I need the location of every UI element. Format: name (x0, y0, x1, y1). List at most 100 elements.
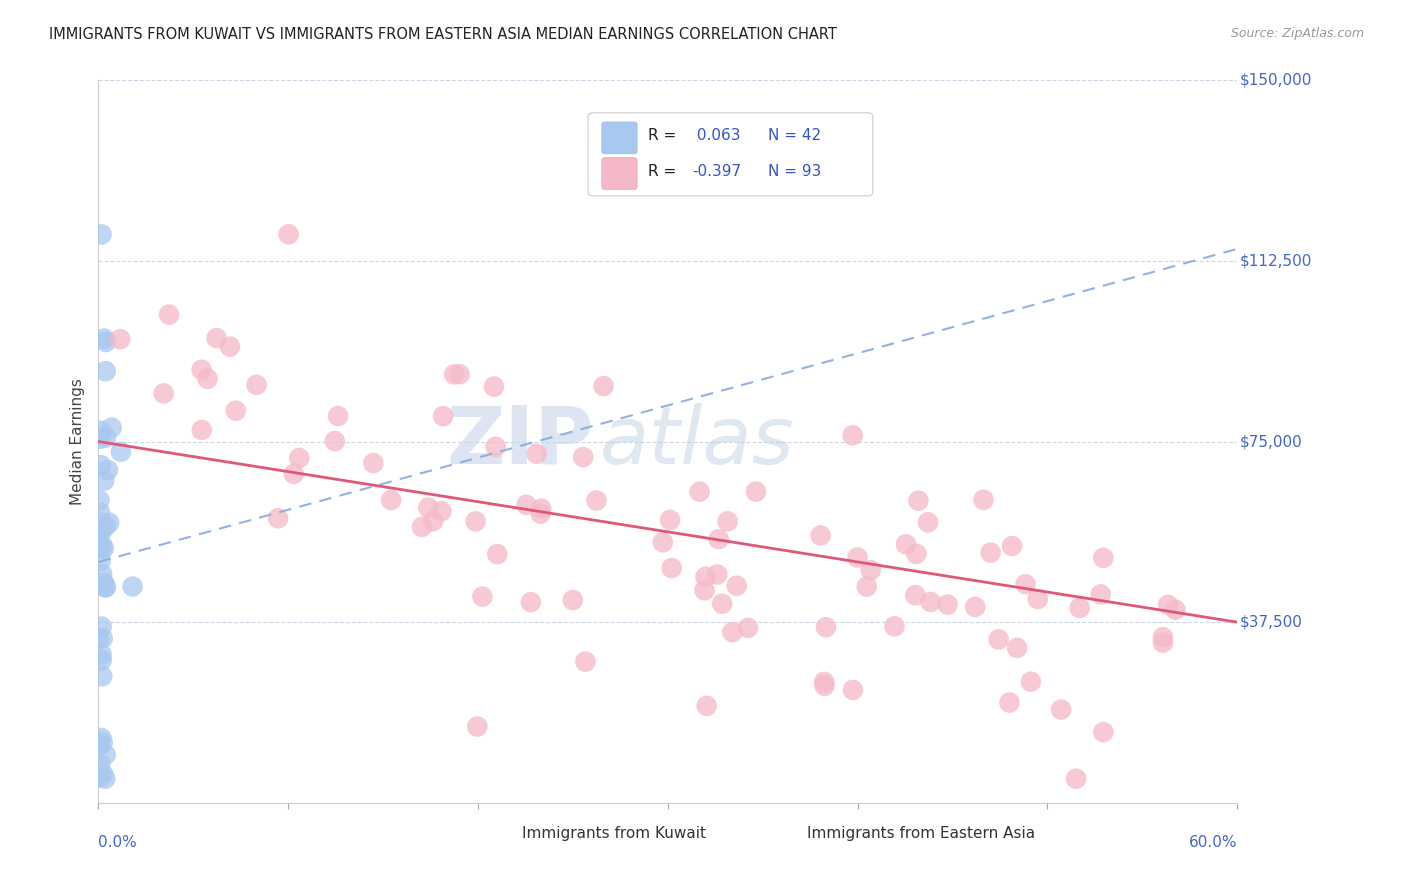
Point (191, 423, 214, 437)
Point (90, 653, 112, 667)
Point (1092, 725, 1115, 739)
Point (585, 493, 607, 508)
FancyBboxPatch shape (602, 158, 637, 189)
Point (467, 719, 489, 733)
Point (94, 580, 117, 594)
Text: N = 93: N = 93 (768, 164, 821, 179)
Point (1014, 577, 1036, 591)
Point (89, 770, 111, 784)
Point (810, 528, 832, 542)
Point (526, 447, 548, 461)
Text: Immigrants from Eastern Asia: Immigrants from Eastern Asia (807, 826, 1035, 841)
Point (1019, 674, 1042, 689)
Point (110, 332, 132, 346)
Text: 0.063: 0.063 (692, 128, 741, 144)
Point (572, 450, 595, 464)
Text: Source: ZipAtlas.com: Source: ZipAtlas.com (1230, 27, 1364, 40)
Point (277, 227, 299, 242)
Point (422, 514, 444, 528)
Point (973, 492, 995, 507)
Text: IMMIGRANTS FROM KUWAIT VS IMMIGRANTS FROM EASTERN ASIA MEDIAN EARNINGS CORRELATI: IMMIGRANTS FROM KUWAIT VS IMMIGRANTS FRO… (49, 27, 837, 42)
Point (449, 368, 471, 382)
Point (93, 541, 115, 556)
Point (380, 493, 402, 508)
FancyBboxPatch shape (588, 112, 873, 196)
Point (323, 434, 346, 448)
Point (855, 580, 877, 594)
Text: $75,000: $75,000 (1240, 434, 1302, 449)
Point (152, 386, 174, 401)
Point (89, 432, 111, 446)
Point (91, 767, 114, 781)
Point (91, 632, 114, 646)
Point (1026, 591, 1049, 606)
Text: ZIP: ZIP (447, 402, 593, 481)
Point (592, 379, 614, 393)
Point (725, 579, 748, 593)
Y-axis label: Median Earnings: Median Earnings (70, 378, 86, 505)
Point (98, 516, 121, 530)
Point (689, 484, 711, 499)
Point (91, 538, 114, 552)
Point (651, 535, 673, 549)
Point (936, 598, 959, 612)
Point (94, 772, 117, 786)
Point (561, 593, 583, 607)
Point (471, 590, 494, 604)
Point (93, 575, 115, 590)
Point (90, 516, 112, 530)
Point (90, 524, 112, 539)
Text: 60.0%: 60.0% (1189, 835, 1237, 850)
Point (907, 493, 929, 508)
Point (696, 698, 718, 713)
Point (91, 669, 114, 683)
Point (89, 506, 111, 520)
Point (859, 563, 882, 577)
Point (443, 368, 465, 382)
Point (846, 550, 869, 565)
Point (121, 580, 143, 594)
Point (711, 597, 734, 611)
Point (91, 566, 114, 581)
Point (94, 430, 117, 444)
Point (288, 450, 311, 465)
Point (883, 619, 905, 633)
Point (363, 456, 385, 470)
Point (89, 493, 111, 508)
Point (87, 632, 110, 646)
Point (94, 334, 117, 349)
Text: -0.397: -0.397 (692, 164, 741, 179)
Point (842, 682, 865, 697)
Point (89, 738, 111, 752)
Text: N = 42: N = 42 (768, 128, 821, 144)
Point (94, 364, 117, 378)
Point (965, 599, 987, 614)
Point (1069, 601, 1091, 615)
Point (920, 595, 942, 609)
Text: R =: R = (648, 128, 682, 144)
FancyBboxPatch shape (766, 819, 803, 848)
Point (245, 377, 267, 392)
Point (515, 498, 537, 512)
Point (197, 372, 219, 386)
Point (90, 424, 112, 438)
Point (190, 362, 212, 376)
Point (905, 547, 928, 561)
Text: atlas: atlas (599, 402, 794, 481)
Point (464, 515, 486, 529)
Point (100, 420, 122, 434)
Point (97, 463, 120, 477)
Point (894, 537, 917, 551)
Point (90, 620, 112, 634)
Text: 0.0%: 0.0% (98, 835, 138, 850)
Point (94, 747, 117, 762)
Point (90, 731, 112, 745)
Point (93, 474, 115, 488)
Point (998, 696, 1021, 710)
Point (659, 513, 682, 527)
Point (482, 379, 505, 393)
Point (418, 500, 440, 515)
Text: $150,000: $150,000 (1240, 73, 1312, 87)
Point (283, 467, 305, 481)
Point (1152, 635, 1174, 649)
